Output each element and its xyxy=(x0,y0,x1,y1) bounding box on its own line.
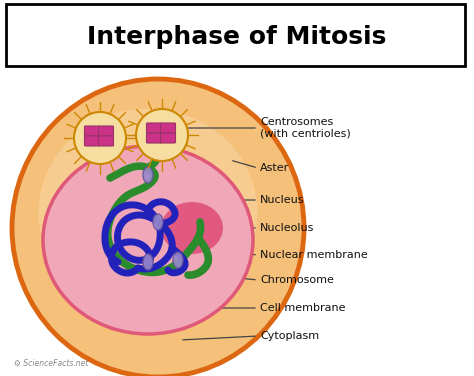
FancyBboxPatch shape xyxy=(6,4,465,66)
FancyBboxPatch shape xyxy=(84,136,100,146)
Text: Centrosomes
(with centrioles): Centrosomes (with centrioles) xyxy=(260,117,351,139)
FancyBboxPatch shape xyxy=(161,133,175,143)
FancyBboxPatch shape xyxy=(99,136,113,146)
Text: Nucleus: Nucleus xyxy=(260,195,304,205)
Text: ⚙ ScienceFacts.net: ⚙ ScienceFacts.net xyxy=(14,359,88,368)
Ellipse shape xyxy=(74,112,126,164)
Ellipse shape xyxy=(43,146,253,334)
Ellipse shape xyxy=(38,109,257,317)
Ellipse shape xyxy=(143,167,153,183)
Text: Nuclear membrane: Nuclear membrane xyxy=(260,250,368,260)
Text: Interphase of Mitosis: Interphase of Mitosis xyxy=(87,25,387,49)
FancyBboxPatch shape xyxy=(161,123,175,133)
Text: Chromosome: Chromosome xyxy=(260,275,334,285)
Ellipse shape xyxy=(136,109,188,161)
Ellipse shape xyxy=(153,214,163,230)
FancyBboxPatch shape xyxy=(146,133,162,143)
Text: Aster: Aster xyxy=(260,163,289,173)
Ellipse shape xyxy=(12,79,304,376)
Ellipse shape xyxy=(143,254,153,270)
FancyBboxPatch shape xyxy=(84,126,100,136)
Ellipse shape xyxy=(161,202,223,254)
Text: Cell membrane: Cell membrane xyxy=(260,303,346,313)
Text: Cytoplasm: Cytoplasm xyxy=(260,331,319,341)
Ellipse shape xyxy=(173,252,183,268)
FancyBboxPatch shape xyxy=(99,126,113,136)
FancyBboxPatch shape xyxy=(146,123,162,133)
Text: Nucleolus: Nucleolus xyxy=(260,223,314,233)
